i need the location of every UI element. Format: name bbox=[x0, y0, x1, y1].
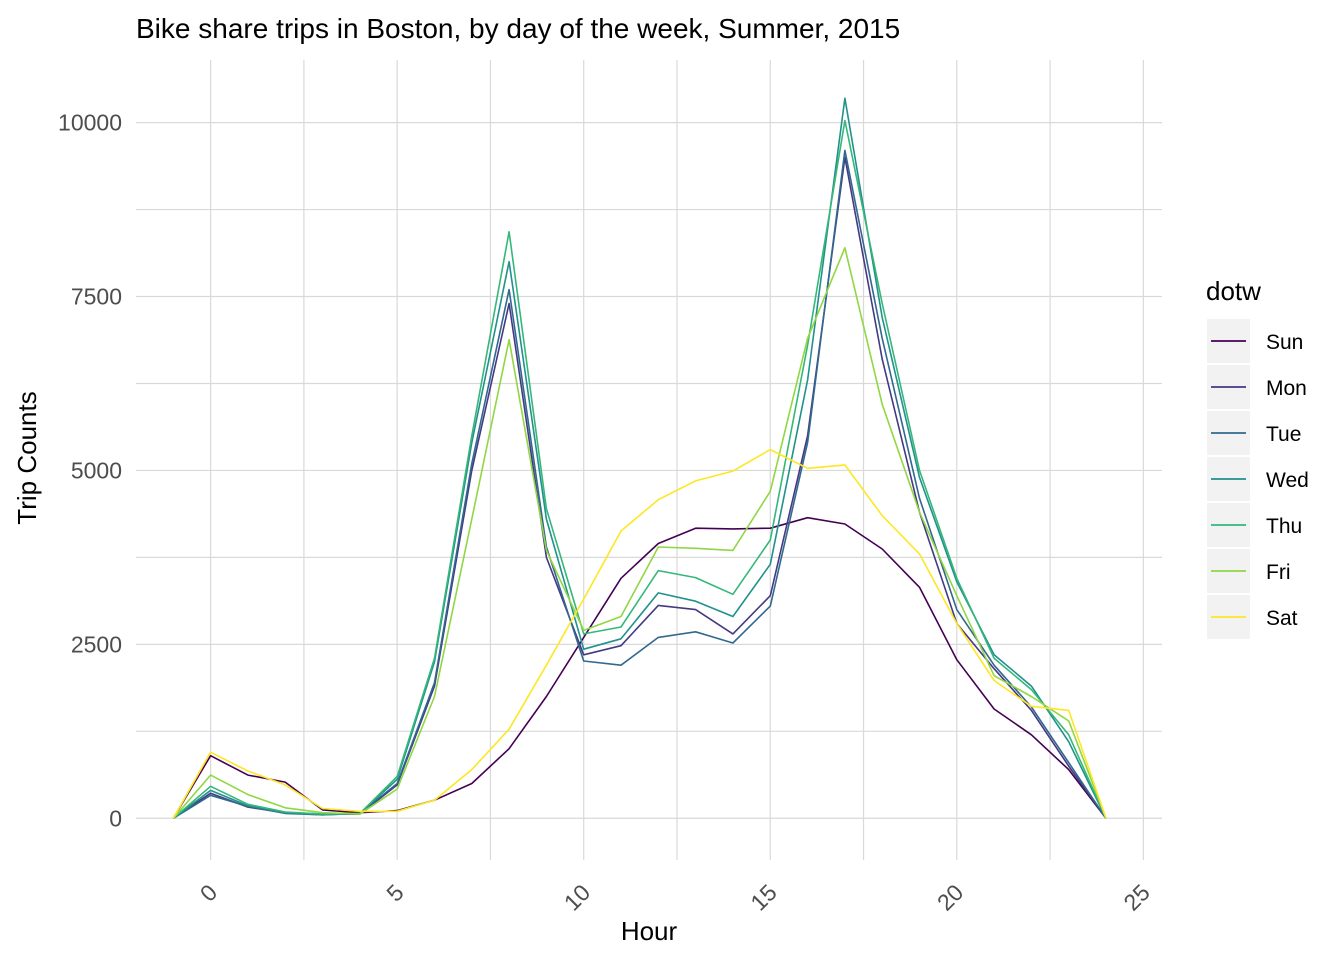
series-lines bbox=[172, 97, 1107, 819]
series-line-sun bbox=[172, 516, 1107, 819]
legend-label: Fri bbox=[1266, 561, 1291, 584]
y-tick-label: 7500 bbox=[71, 284, 122, 310]
x-tick-label: 20 bbox=[932, 879, 968, 915]
legend: dotw Sun Mon Tue Wed Thu Fri Sat bbox=[1206, 276, 1309, 639]
series-line-sat bbox=[172, 448, 1107, 819]
y-tick-label: 5000 bbox=[71, 457, 122, 483]
legend-title: dotw bbox=[1206, 276, 1261, 306]
series-line-fri bbox=[172, 247, 1107, 819]
legend-label: Tue bbox=[1266, 423, 1301, 446]
y-axis-tick-labels: 0 2500 5000 7500 10000 bbox=[58, 110, 122, 832]
x-tick-label: 25 bbox=[1118, 879, 1154, 915]
y-tick-label: 10000 bbox=[58, 110, 122, 136]
legend-label: Mon bbox=[1266, 377, 1307, 400]
y-tick-label: 2500 bbox=[71, 631, 122, 657]
y-axis-title: Trip Counts bbox=[12, 391, 42, 524]
legend-label: Sun bbox=[1266, 331, 1303, 354]
series-line-mon bbox=[172, 156, 1107, 819]
y-tick-label: 0 bbox=[109, 805, 122, 831]
chart-title: Bike share trips in Boston, by day of th… bbox=[136, 13, 900, 44]
x-tick-label: 15 bbox=[745, 879, 781, 915]
x-axis-title: Hour bbox=[621, 916, 678, 946]
grid bbox=[136, 60, 1162, 860]
legend-label: Wed bbox=[1266, 469, 1309, 492]
x-tick-label: 10 bbox=[559, 879, 595, 915]
series-line-thu bbox=[172, 119, 1107, 819]
x-tick-label: 0 bbox=[195, 879, 222, 906]
x-tick-label: 5 bbox=[381, 879, 408, 906]
x-axis-tick-labels: 0 5 10 15 20 25 bbox=[195, 879, 1155, 915]
series-line-wed bbox=[172, 97, 1107, 819]
legend-label: Sat bbox=[1266, 607, 1298, 630]
series-line-tue bbox=[172, 149, 1107, 819]
legend-label: Thu bbox=[1266, 515, 1302, 538]
